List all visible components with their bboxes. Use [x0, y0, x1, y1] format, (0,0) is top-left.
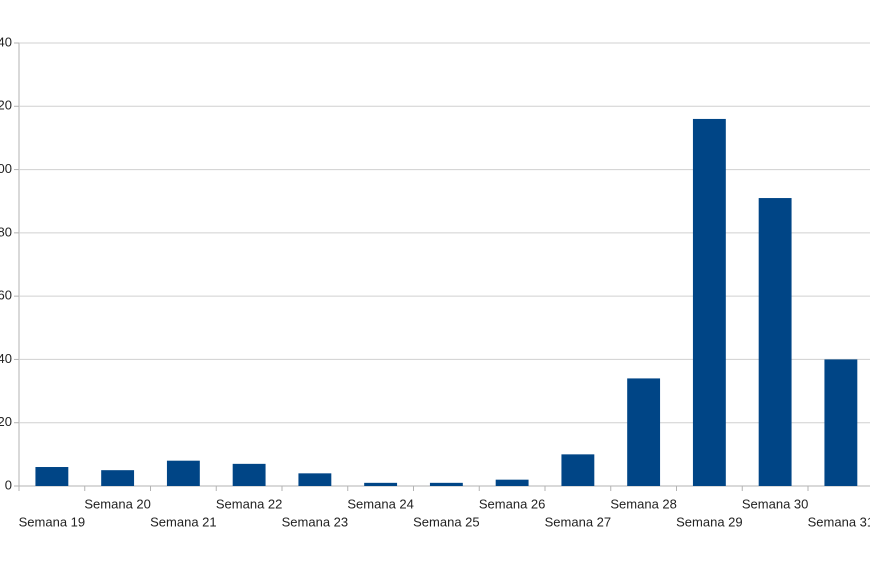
- x-tick-label: Semana 24: [347, 496, 414, 511]
- bar: [824, 359, 858, 486]
- y-tick-label: 120: [0, 98, 12, 113]
- x-tick-label: Semana 30: [742, 496, 809, 511]
- x-tick-label: Semana 23: [282, 514, 349, 529]
- y-tick-label: 0: [5, 477, 12, 492]
- y-tick-label: 60: [0, 288, 12, 303]
- x-tick-label: Semana 21: [150, 514, 217, 529]
- bar: [495, 479, 529, 486]
- bar: [429, 482, 463, 486]
- x-tick-label: Semana 20: [84, 496, 151, 511]
- bar: [298, 473, 332, 486]
- x-tick-label: Semana 31: [808, 514, 870, 529]
- bar: [101, 470, 135, 486]
- bar: [35, 467, 69, 486]
- bar: [232, 463, 266, 486]
- bar: [364, 482, 398, 486]
- y-tick-label: 80: [0, 224, 12, 239]
- x-tick-label: Semana 27: [545, 514, 612, 529]
- x-tick-label: Semana 19: [19, 514, 86, 529]
- bar: [627, 378, 661, 486]
- bar: [561, 454, 595, 486]
- y-tick-label: 140: [0, 34, 12, 49]
- y-tick-label: 100: [0, 161, 12, 176]
- x-tick-label: Semana 28: [610, 496, 677, 511]
- x-tick-label: Semana 25: [413, 514, 480, 529]
- x-tick-label: Semana 29: [676, 514, 743, 529]
- x-tick-label: Semana 26: [479, 496, 546, 511]
- y-tick-label: 40: [0, 351, 12, 366]
- bar: [692, 118, 726, 486]
- bar: [166, 460, 200, 486]
- x-tick-label: Semana 22: [216, 496, 283, 511]
- y-tick-label: 20: [0, 414, 12, 429]
- bar: [758, 198, 792, 487]
